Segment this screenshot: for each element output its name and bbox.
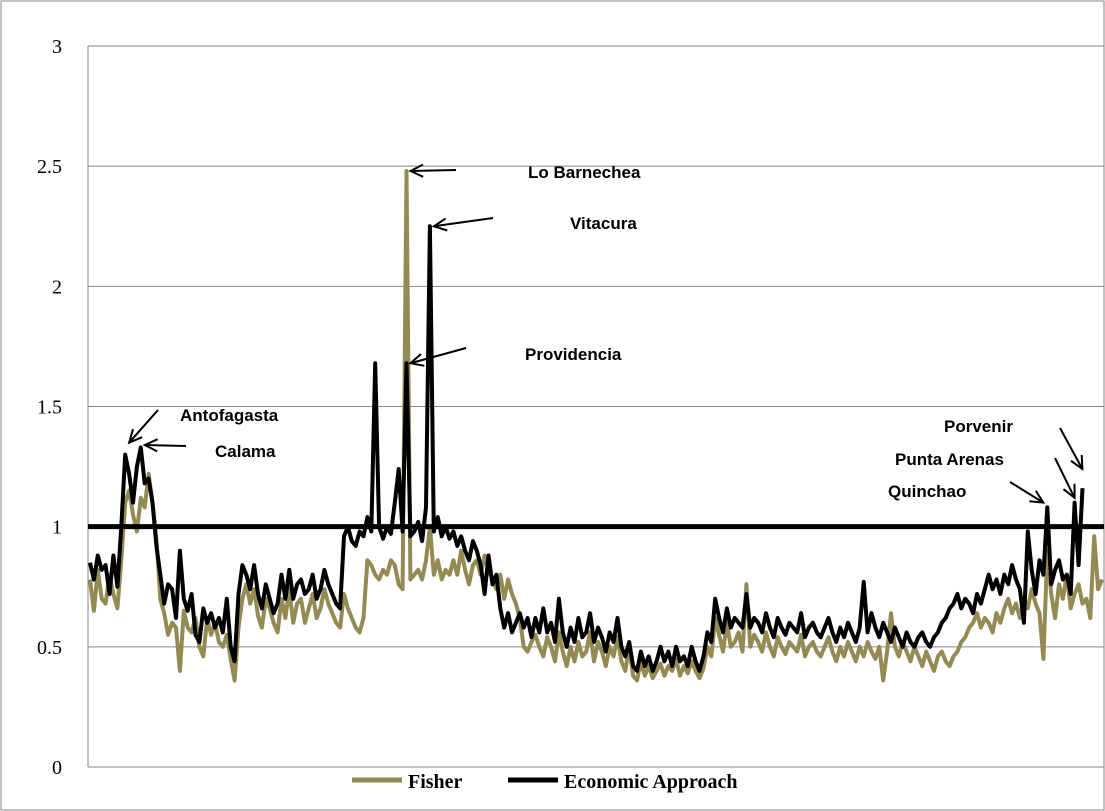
annotation-arrow [1059, 427, 1084, 470]
series-lines [88, 169, 1104, 683]
annotation-arrowhead [431, 217, 448, 232]
annotation-arrowhead [127, 428, 143, 445]
annotation-label-providencia: Providencia [525, 345, 622, 364]
annotation-label-antofagasta: Antofagasta [180, 406, 279, 425]
annotation-arrow [433, 217, 494, 228]
annotation-arrowhead [1070, 454, 1084, 472]
legend-label-fisher: Fisher [408, 771, 463, 793]
annotation-arrow [1009, 481, 1044, 504]
series-line-fisher [88, 169, 1104, 683]
y-tick-label: 2.5 [37, 156, 62, 178]
annotation-arrow [128, 409, 159, 444]
legend-label-economic-approach: Economic Approach [564, 771, 738, 793]
annotation-arrow [410, 347, 467, 365]
series-line-economic-approach [88, 224, 1085, 673]
y-tick-label: 1 [52, 517, 62, 539]
annotation-arrow [410, 169, 457, 172]
legend: Fisher Economic Approach [352, 771, 738, 793]
y-tick-label: 0 [52, 757, 62, 779]
y-tick-label: 3 [52, 36, 62, 58]
annotations: Lo Barnechea Vitacura Providencia Antofagas… [127, 163, 1084, 504]
annotation-arrowhead [1029, 490, 1046, 504]
annotation-arrow [144, 443, 187, 447]
annotation-label-porvenir: Porvenir [944, 417, 1013, 436]
annotation-arrow [1054, 457, 1076, 499]
y-tick-label: 2 [52, 276, 62, 298]
y-tick-label: 0.5 [37, 637, 62, 659]
annotation-label-calama: Calama [215, 442, 276, 461]
annotation-arrowhead [408, 353, 425, 367]
annotation-label-quinchao: Quinchao [888, 482, 966, 501]
annotation-label-vitacura: Vitacura [570, 214, 637, 233]
annotation-arrowhead [142, 438, 159, 453]
y-tick-label: 1.5 [37, 397, 62, 419]
annotation-label-lo-barnechea: Lo Barnechea [528, 163, 641, 182]
annotation-arrowhead [408, 163, 424, 178]
annotation-arrowhead [1062, 483, 1076, 500]
y-axis-tick-labels: 0 0.5 1 1.5 2 2.5 3 [37, 36, 62, 779]
annotation-label-punta-arenas: Punta Arenas [895, 450, 1004, 469]
